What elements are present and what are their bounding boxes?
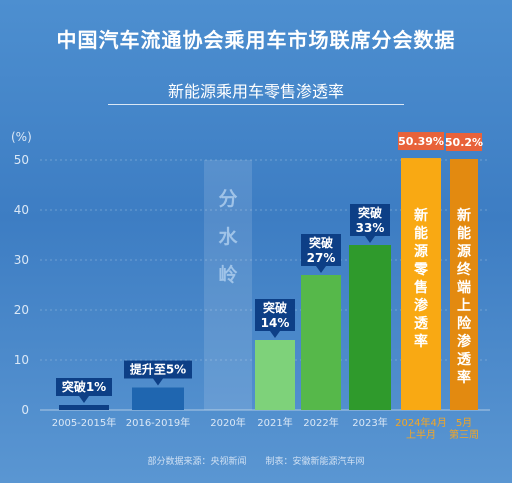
bar-label-arrow-0 [79, 396, 89, 403]
bar-label-box-4 [301, 234, 341, 266]
bar-vertical-char-6-5: 渗 [414, 297, 429, 314]
bar-label-arrow-4 [316, 266, 326, 273]
subtitle-underline [108, 104, 404, 105]
bar-2005-2015年 [59, 405, 109, 410]
bar-vertical-char-7-6: 险 [457, 315, 472, 332]
bar-label-text-7-0: 50.2% [445, 136, 483, 149]
bar-label-box-5 [350, 204, 390, 236]
bar-label-box-7 [446, 133, 482, 151]
x-tick-6-0: 2024年4月 [395, 416, 447, 429]
bar-label-box-6 [398, 132, 444, 151]
bar-vertical-char-6-6: 透 [414, 316, 429, 332]
x-tick-7-0: 5月 [456, 417, 472, 429]
y-tick-30: 30 [14, 253, 29, 267]
bar-vertical-char-6-2: 源 [414, 243, 428, 260]
source-note: 部分数据来源：央视新闻 制表：安徽新能源汽车网 [0, 454, 512, 467]
bar-vertical-char-7-7: 渗 [457, 333, 472, 350]
bar-vertical-char-6-4: 售 [413, 279, 428, 296]
bar-label-text-1-0: 提升至5% [130, 362, 186, 377]
bar-vertical-char-7-8: 透 [457, 352, 472, 368]
x-tick-7-1: 第三周 [449, 428, 479, 441]
bar-vertical-char-7-4: 端 [457, 279, 471, 296]
source-left: 部分数据来源：央视新闻 [147, 457, 247, 467]
bar-label-box-3 [255, 299, 295, 331]
bar-2022年 [301, 275, 341, 410]
bar-2016-2019年 [132, 387, 184, 410]
bar-vertical-char-6-3: 零 [413, 261, 429, 278]
bar-vertical-char-7-0: 新 [457, 207, 471, 224]
bar-label-text-3-1: 14% [261, 316, 290, 330]
bar-label-arrow-3 [270, 331, 280, 338]
x-tick-5-0: 2023年 [352, 416, 387, 429]
watershed-char-0: 分 [218, 188, 237, 210]
y-tick-40: 40 [14, 203, 29, 217]
watershed-char-1: 水 [218, 226, 238, 248]
y-axis-unit: (%) [11, 130, 32, 144]
y-tick-10: 10 [14, 353, 29, 367]
chart-title: 中国汽车流通协会乘用车市场联席分会数据 [56, 28, 456, 52]
bar-label-text-5-1: 33% [356, 221, 385, 235]
bar-2023年 [349, 245, 391, 410]
bar-label-arrow-5 [365, 236, 375, 243]
bar-vertical-char-7-3: 终 [457, 261, 472, 278]
bar-2024年4月上半月 [401, 158, 441, 410]
y-tick-20: 20 [14, 303, 29, 317]
y-tick-0: 0 [21, 403, 29, 417]
x-tick-1-0: 2016-2019年 [126, 416, 191, 429]
y-tick-50: 50 [14, 153, 29, 167]
bar-label-text-4-1: 27% [307, 251, 336, 265]
bar-label-text-6-0: 50.39% [398, 135, 444, 148]
bar-vertical-char-6-1: 能 [414, 225, 428, 242]
bar-label-arrow-1 [153, 378, 163, 386]
bar-2021年 [255, 340, 295, 410]
x-tick-2-0: 2020年 [210, 416, 245, 429]
bar-label-text-0-0: 突破1% [62, 379, 106, 394]
bar-vertical-char-7-5: 上 [457, 298, 471, 314]
bar-vertical-char-7-9: 率 [457, 369, 471, 386]
bar-vertical-char-7-1: 能 [457, 225, 471, 242]
bar-label-box-1 [124, 360, 192, 379]
bar-label-text-4-0: 突破 [309, 235, 333, 250]
x-tick-0-0: 2005-2015年 [52, 416, 117, 429]
bar-vertical-char-6-7: 率 [414, 333, 428, 350]
bar-vertical-char-7-2: 源 [457, 243, 471, 260]
x-tick-6-1: 上半月 [406, 428, 436, 441]
bar-vertical-char-6-0: 新 [414, 207, 428, 224]
bar-label-box-0 [56, 378, 112, 396]
source-right: 制表：安徽新能源汽车网 [265, 457, 365, 467]
x-tick-3-0: 2021年 [257, 416, 292, 429]
bar-5月第三周 [450, 159, 478, 410]
bar-label-text-5-0: 突破 [358, 205, 382, 220]
x-tick-4-0: 2022年 [303, 416, 338, 429]
chart-subtitle: 新能源乘用车零售渗透率 [167, 82, 344, 101]
bar-label-text-3-0: 突破 [263, 300, 287, 315]
watershed-char-2: 岭 [218, 263, 237, 286]
watershed-band [204, 160, 252, 410]
